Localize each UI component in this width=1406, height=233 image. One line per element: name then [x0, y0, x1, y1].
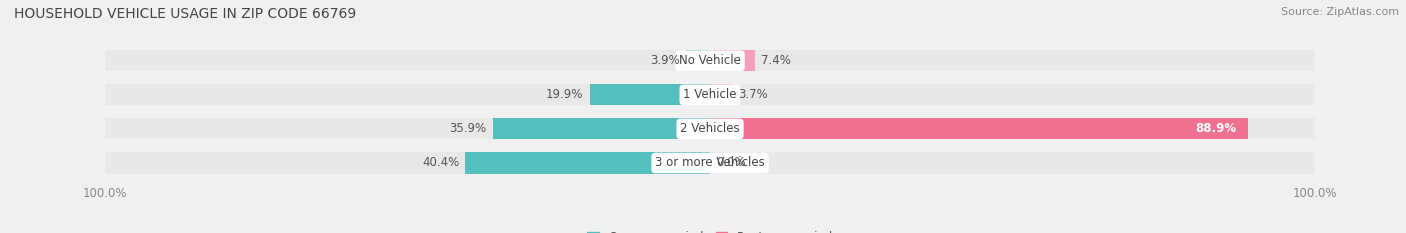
Bar — [686, 50, 710, 71]
Legend: Owner-occupied, Renter-occupied: Owner-occupied, Renter-occupied — [582, 226, 838, 233]
Bar — [104, 50, 1316, 71]
Bar — [710, 118, 1249, 140]
Text: 40.4%: 40.4% — [422, 157, 460, 169]
Text: 3.7%: 3.7% — [738, 88, 768, 101]
Bar — [710, 84, 733, 105]
Text: 0.0%: 0.0% — [716, 157, 745, 169]
Text: 2 Vehicles: 2 Vehicles — [681, 122, 740, 135]
Bar — [104, 118, 1316, 140]
Text: 19.9%: 19.9% — [546, 88, 583, 101]
Text: Source: ZipAtlas.com: Source: ZipAtlas.com — [1281, 7, 1399, 17]
Text: HOUSEHOLD VEHICLE USAGE IN ZIP CODE 66769: HOUSEHOLD VEHICLE USAGE IN ZIP CODE 6676… — [14, 7, 356, 21]
Text: 3 or more Vehicles: 3 or more Vehicles — [655, 157, 765, 169]
Bar — [492, 118, 710, 140]
Text: 1 Vehicle: 1 Vehicle — [683, 88, 737, 101]
Bar — [710, 50, 755, 71]
Bar — [104, 84, 1316, 105]
Text: 3.9%: 3.9% — [651, 54, 681, 67]
Bar — [465, 152, 710, 174]
Text: 7.4%: 7.4% — [761, 54, 790, 67]
Text: 88.9%: 88.9% — [1195, 122, 1236, 135]
Bar — [589, 84, 710, 105]
Bar — [104, 152, 1316, 174]
Text: 35.9%: 35.9% — [450, 122, 486, 135]
Text: No Vehicle: No Vehicle — [679, 54, 741, 67]
